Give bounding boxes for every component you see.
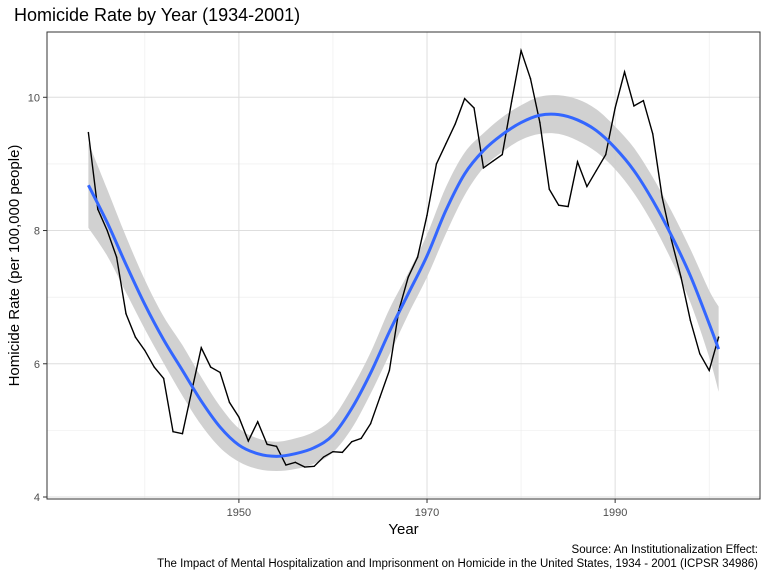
observed-point [228,401,231,404]
observed-point [482,167,485,169]
observed-point [520,49,522,52]
observed-point [642,99,645,102]
observed-point [416,256,419,258]
observed-point [473,107,475,109]
observed-point [275,445,278,448]
y-tick-label: 10 [28,92,40,104]
observed-point [426,214,428,216]
observed-point [341,451,344,454]
observed-series-line [87,47,720,468]
observed-point [360,437,362,440]
observed-point [689,319,692,322]
plot-border [46,31,761,500]
y-tick-label: 6 [34,359,40,371]
observed-point [191,389,193,392]
confidence-band [88,95,719,472]
observed-point [463,97,466,100]
observed-point [539,121,541,124]
y-tick-label: 4 [34,492,40,504]
observed-point [144,349,146,352]
observed-point [510,100,513,102]
observed-point [351,441,353,443]
observed-point [266,443,268,446]
observed-point [97,208,99,210]
observed-point [407,276,409,278]
observed-point [492,160,494,162]
observed-point [670,239,673,242]
observed-point [633,105,635,107]
smoothed-trend-line [87,112,721,458]
observed-point [661,196,663,198]
x-tick-label: 1950 [227,507,251,519]
observed-point [247,440,249,442]
observed-point [162,377,165,380]
observed-point [529,77,532,80]
x-tick-label: 1970 [415,507,439,519]
observed-point [558,204,560,206]
plot-panel [47,32,760,499]
observed-point [369,423,372,425]
observed-point [379,396,381,398]
observed-point [586,185,588,188]
observed-point [717,336,720,338]
x-axis-ticks: 1950 1970 1990 [227,499,627,519]
observed-point [567,205,569,208]
observed-point [153,366,155,368]
observed-point [285,464,287,466]
observed-point [501,153,503,156]
observed-point [115,256,118,258]
observed-point [134,336,137,338]
observed-point [181,433,184,435]
observed-point [313,465,315,468]
observed-point [172,431,174,433]
observed-point [699,353,701,355]
observed-point [219,371,221,374]
source-caption-line-1: Source: An Institutionalization Effect: [572,544,758,556]
observed-point [200,347,202,349]
observed-point [332,451,334,453]
observed-point [106,229,108,232]
observed-point [435,163,438,165]
observed-point [304,466,306,468]
x-axis-title: Year [388,521,418,538]
observed-point [576,161,579,163]
y-axis-ticks: 4 6 8 10 [28,92,47,504]
y-axis-title: Homicide Rate (per 100,000 people) [6,145,23,387]
y-tick-label: 8 [34,226,40,238]
observed-point [623,71,626,73]
observed-point [294,461,297,464]
observed-point [454,123,456,125]
observed-point [652,133,654,135]
observed-point [595,169,598,172]
observed-point [548,188,550,190]
observed-point [238,416,240,418]
observed-point [680,276,682,278]
observed-point [605,153,607,156]
observed-point [614,107,616,109]
chart-title: Homicide Rate by Year (1934-2001) [14,5,300,25]
observed-point [322,456,325,458]
observed-point [388,369,391,372]
observed-point [125,313,127,315]
source-caption-line-2: The Impact of Mental Hospitalization and… [157,558,758,570]
observed-point [87,131,90,134]
observed-point [209,366,212,368]
observed-point [445,143,447,145]
x-tick-label: 1990 [603,507,627,519]
observed-point [257,421,259,423]
observed-point [398,309,400,312]
observed-point [708,369,710,372]
observed-points [87,49,720,468]
